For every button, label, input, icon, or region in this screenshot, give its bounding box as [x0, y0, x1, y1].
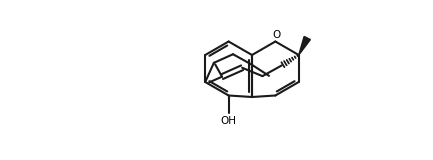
Text: OH: OH — [221, 116, 236, 125]
Polygon shape — [299, 36, 310, 55]
Text: O: O — [272, 29, 281, 40]
